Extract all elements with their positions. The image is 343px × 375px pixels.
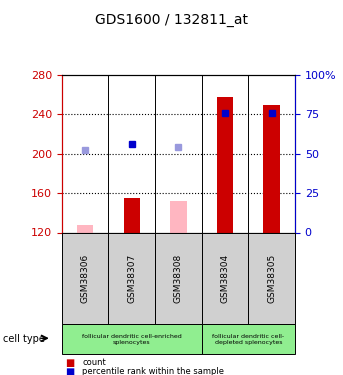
Text: GSM38304: GSM38304 xyxy=(221,254,229,303)
Text: ■: ■ xyxy=(65,367,74,375)
Text: follicular dendritic cell-enriched
splenocytes: follicular dendritic cell-enriched splen… xyxy=(82,334,181,345)
Text: GSM38306: GSM38306 xyxy=(81,254,90,303)
Bar xyxy=(217,97,233,232)
Text: follicular dendritic cell-
depleted splenocytes: follicular dendritic cell- depleted sple… xyxy=(212,334,284,345)
Bar xyxy=(170,201,187,232)
Text: GSM38307: GSM38307 xyxy=(127,254,136,303)
Text: GDS1600 / 132811_at: GDS1600 / 132811_at xyxy=(95,13,248,27)
Text: count: count xyxy=(82,358,106,367)
Text: cell type: cell type xyxy=(3,334,45,344)
Bar xyxy=(263,105,280,232)
Bar xyxy=(123,198,140,232)
Bar xyxy=(77,225,93,232)
Text: GSM38305: GSM38305 xyxy=(267,254,276,303)
Text: GSM38308: GSM38308 xyxy=(174,254,183,303)
Text: ■: ■ xyxy=(65,358,74,368)
Text: percentile rank within the sample: percentile rank within the sample xyxy=(82,368,224,375)
